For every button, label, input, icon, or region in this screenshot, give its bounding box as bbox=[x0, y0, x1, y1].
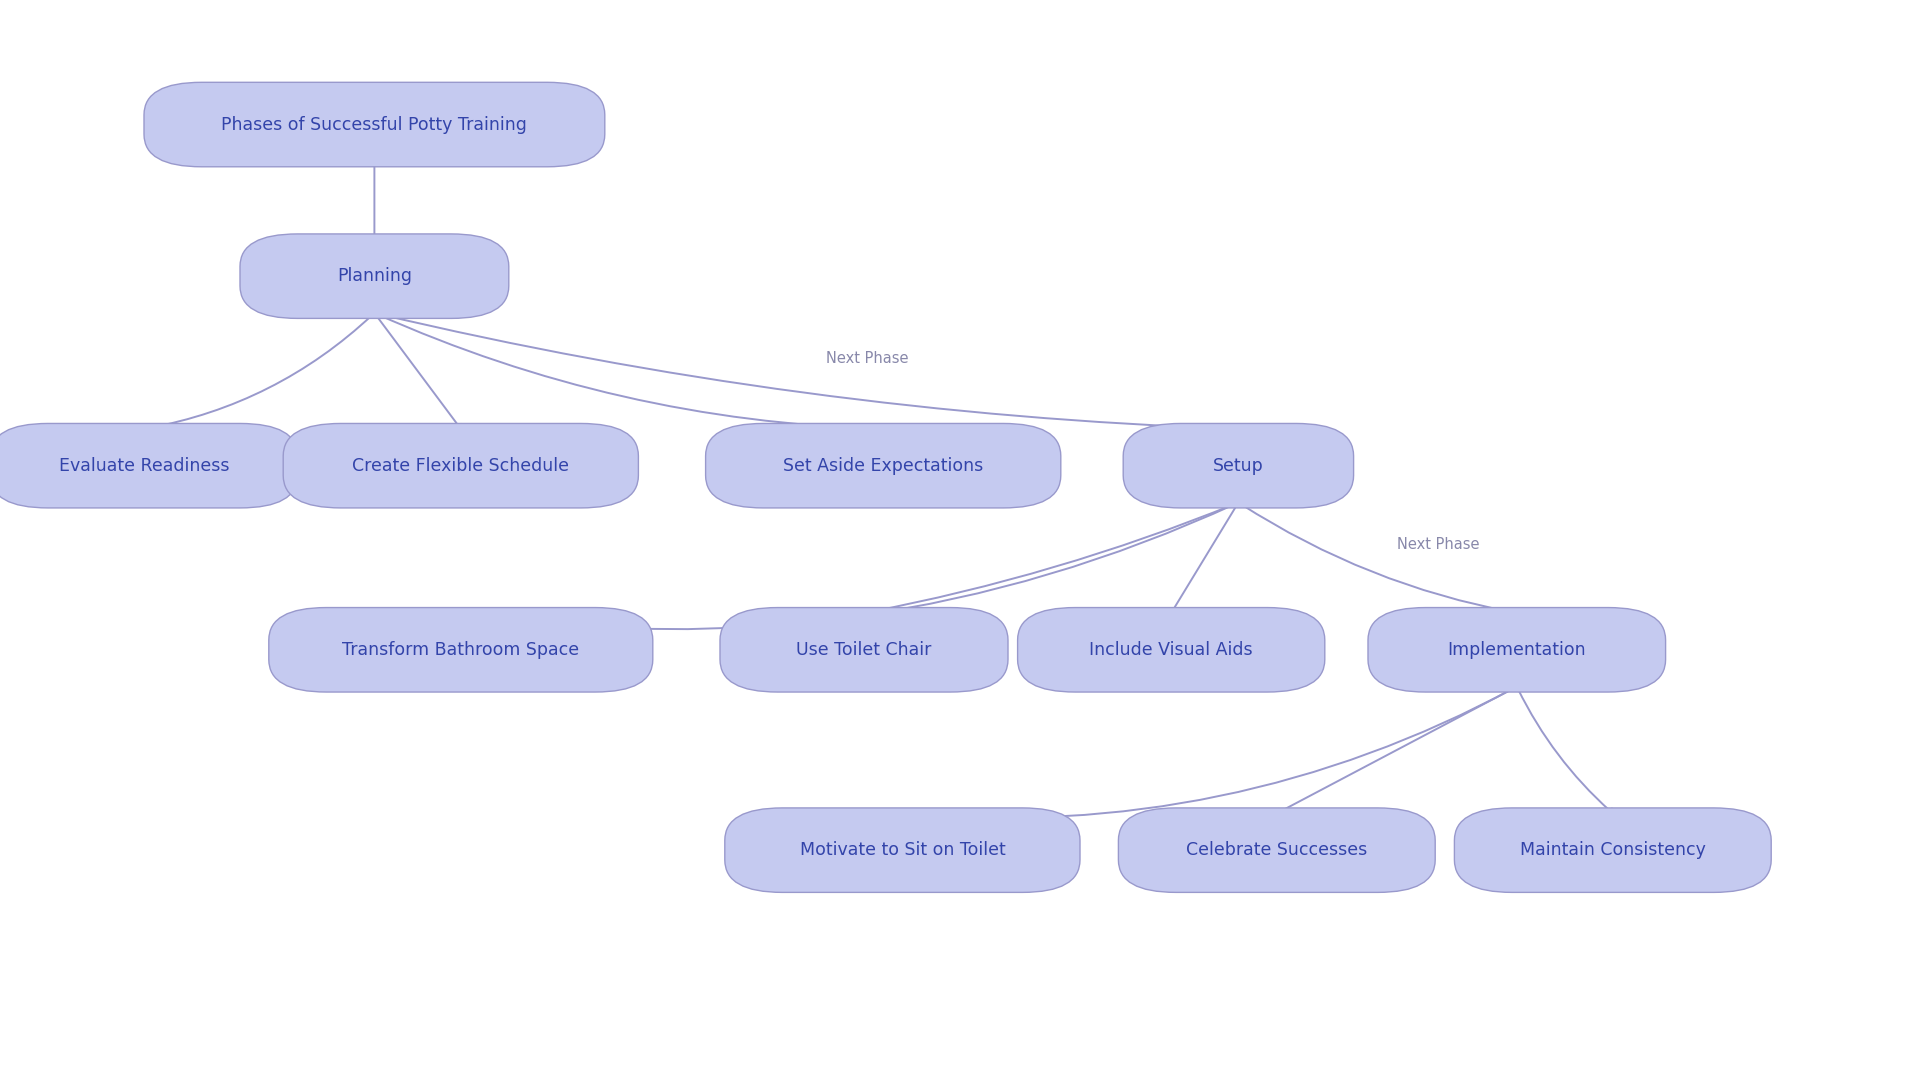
Text: Transform Bathroom Space: Transform Bathroom Space bbox=[342, 641, 580, 658]
FancyBboxPatch shape bbox=[0, 423, 298, 508]
FancyBboxPatch shape bbox=[144, 82, 605, 167]
FancyBboxPatch shape bbox=[1367, 608, 1667, 692]
FancyBboxPatch shape bbox=[1455, 808, 1770, 892]
Text: Implementation: Implementation bbox=[1448, 641, 1586, 658]
FancyBboxPatch shape bbox=[1018, 608, 1325, 692]
FancyBboxPatch shape bbox=[724, 808, 1079, 892]
Text: Evaluate Readiness: Evaluate Readiness bbox=[60, 457, 228, 474]
Text: Create Flexible Schedule: Create Flexible Schedule bbox=[351, 457, 570, 474]
Text: Phases of Successful Potty Training: Phases of Successful Potty Training bbox=[221, 116, 528, 133]
Text: Next Phase: Next Phase bbox=[826, 351, 908, 366]
FancyBboxPatch shape bbox=[1117, 808, 1436, 892]
Text: Planning: Planning bbox=[336, 268, 413, 285]
FancyBboxPatch shape bbox=[720, 608, 1008, 692]
Text: Setup: Setup bbox=[1213, 457, 1263, 474]
FancyBboxPatch shape bbox=[1123, 423, 1354, 508]
FancyBboxPatch shape bbox=[269, 608, 653, 692]
Text: Include Visual Aids: Include Visual Aids bbox=[1089, 641, 1254, 658]
Text: Next Phase: Next Phase bbox=[1398, 537, 1478, 552]
FancyBboxPatch shape bbox=[707, 423, 1060, 508]
Text: Use Toilet Chair: Use Toilet Chair bbox=[797, 641, 931, 658]
FancyBboxPatch shape bbox=[284, 423, 637, 508]
Text: Celebrate Successes: Celebrate Successes bbox=[1187, 841, 1367, 859]
Text: Motivate to Sit on Toilet: Motivate to Sit on Toilet bbox=[799, 841, 1006, 859]
Text: Set Aside Expectations: Set Aside Expectations bbox=[783, 457, 983, 474]
Text: Maintain Consistency: Maintain Consistency bbox=[1521, 841, 1705, 859]
FancyBboxPatch shape bbox=[240, 234, 509, 318]
